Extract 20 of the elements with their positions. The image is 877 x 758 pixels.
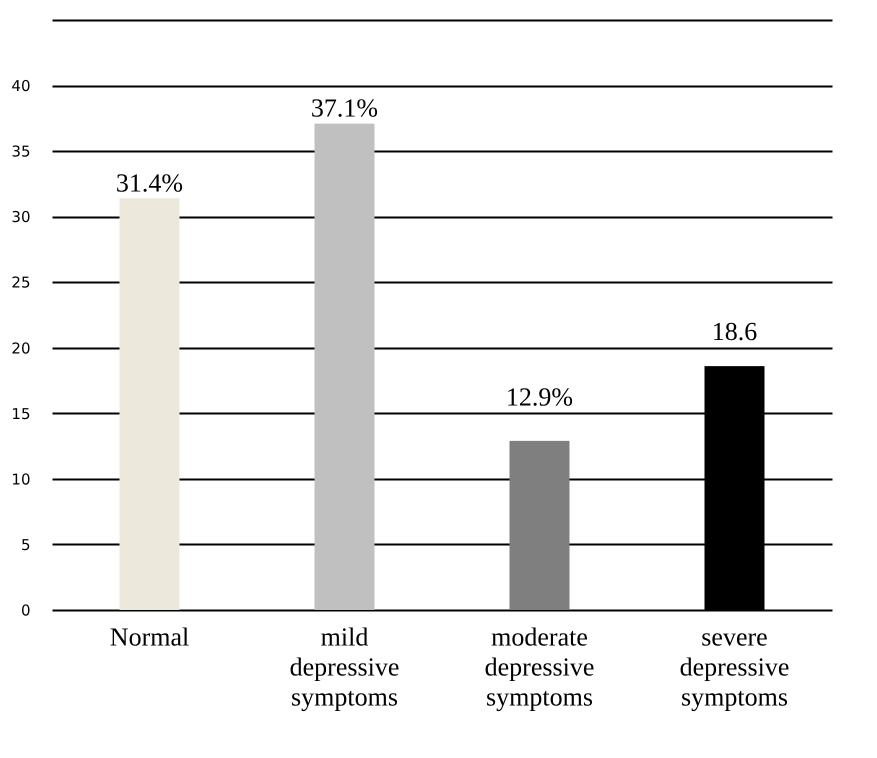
y-tick-label: 30 bbox=[11, 208, 30, 226]
bar bbox=[510, 440, 570, 610]
y-tick-label: 15 bbox=[11, 404, 30, 423]
data-label: 31.4% bbox=[116, 168, 184, 198]
y-tick-label: 5 bbox=[20, 536, 30, 554]
y-tick-label: 20 bbox=[11, 339, 30, 358]
data-label: 18.6 bbox=[712, 316, 758, 346]
x-tick-label: mild depressive symptoms bbox=[290, 622, 400, 712]
y-tick-label: 10 bbox=[11, 470, 30, 488]
data-label: 12.9% bbox=[506, 382, 574, 412]
bar bbox=[314, 124, 374, 610]
bar bbox=[120, 198, 180, 610]
y-tick-label: 25 bbox=[11, 274, 30, 292]
x-tick-label: moderate depressive symptoms bbox=[484, 622, 594, 712]
x-tick-label: Normal bbox=[110, 622, 190, 652]
y-tick-label: 35 bbox=[11, 142, 30, 161]
data-label: 37.1% bbox=[310, 94, 378, 123]
y-tick-label: 40 bbox=[11, 77, 30, 96]
x-tick-label: severe depressive symptoms bbox=[680, 622, 790, 712]
y-tick-label: 0 bbox=[20, 602, 30, 620]
